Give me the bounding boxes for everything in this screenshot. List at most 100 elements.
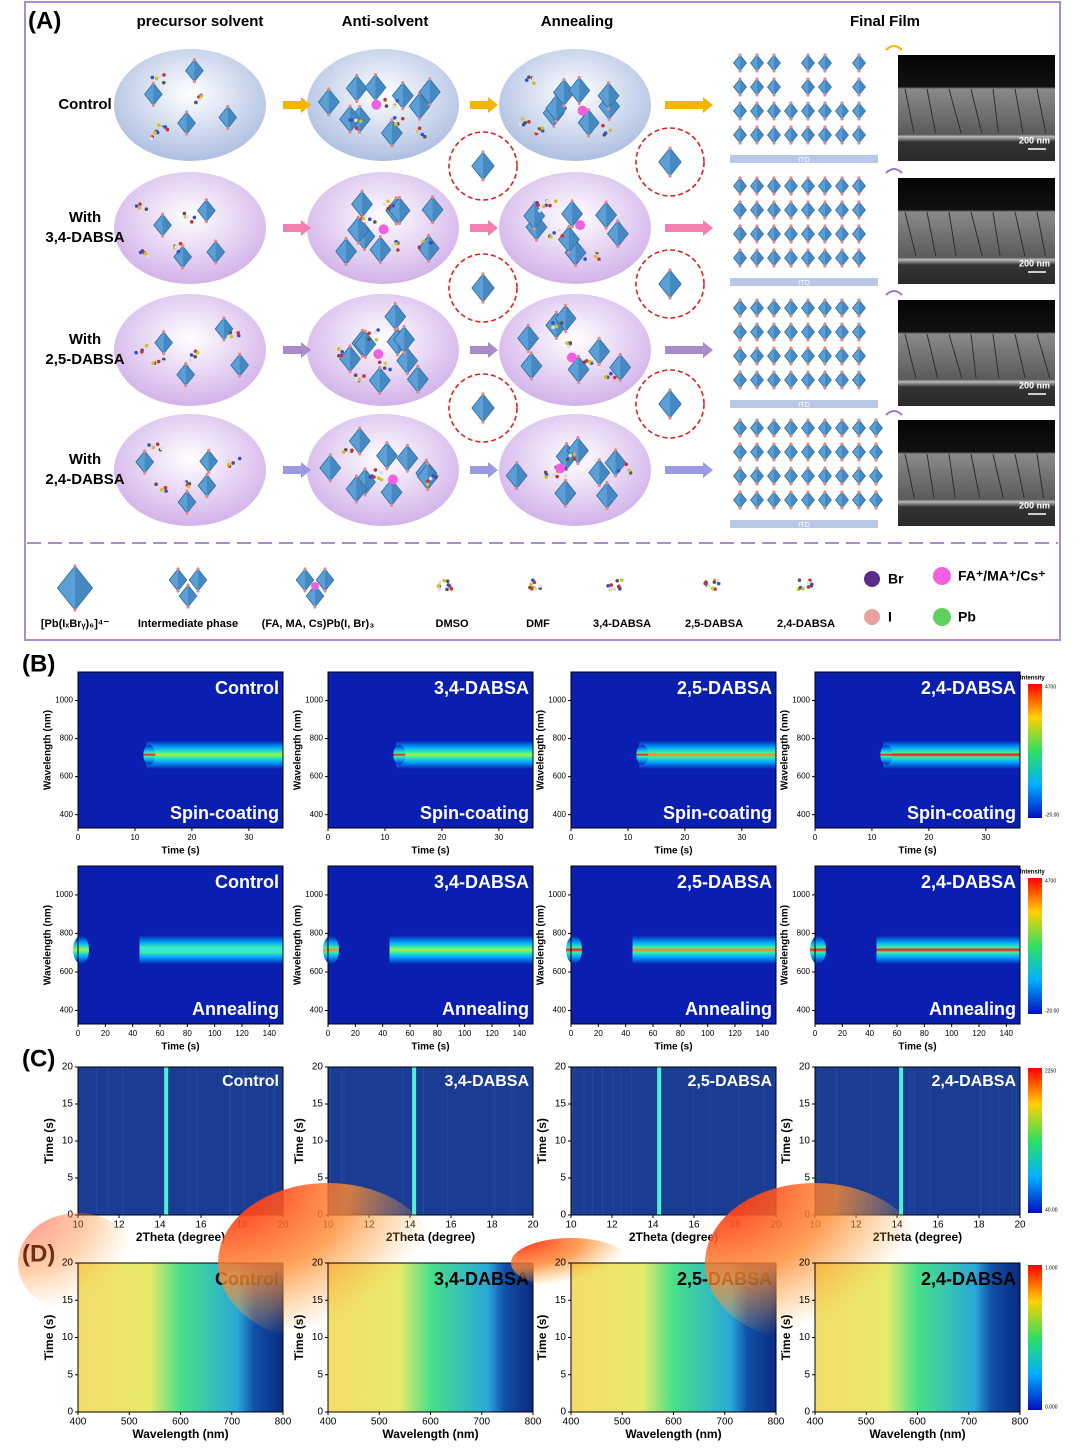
x-tick-label: 400 — [320, 1417, 337, 1428]
y-tick-label: 800 — [60, 929, 74, 938]
x-tick-label: 40 — [865, 1029, 874, 1038]
atom — [823, 346, 827, 350]
x-tick-label: 500 — [371, 1417, 388, 1428]
molecule-atom — [706, 584, 711, 588]
atom — [823, 77, 827, 81]
molecule-atom — [236, 331, 240, 335]
x-tick-label: 800 — [275, 1417, 292, 1428]
atom — [205, 473, 209, 477]
atom — [348, 130, 352, 134]
x-tick-label: 10 — [623, 833, 632, 842]
molecule-atom — [394, 122, 398, 126]
colorbar-title: Intensity — [1020, 870, 1045, 876]
atom — [806, 418, 810, 422]
octahedron-face — [395, 303, 406, 330]
atom — [772, 101, 776, 105]
scale-bar-label: 200 nm — [1019, 380, 1050, 390]
y-tick-label: 15 — [799, 1099, 811, 1110]
atom — [755, 248, 759, 252]
atom — [840, 482, 844, 486]
atom — [160, 212, 165, 216]
x-axis-label: Time (s) — [411, 846, 449, 857]
atom — [416, 390, 420, 394]
atom — [857, 224, 861, 228]
grain-boundary — [1014, 88, 1024, 134]
atom — [789, 240, 793, 244]
molecule-atom — [153, 130, 157, 135]
molecule-atom — [156, 359, 161, 364]
atom — [823, 248, 827, 252]
atom — [428, 103, 432, 107]
legend — [56, 564, 951, 626]
octahedron-face — [599, 338, 610, 365]
molecule-atom — [193, 354, 197, 359]
atom — [143, 449, 147, 453]
atom — [186, 583, 190, 587]
atom — [789, 490, 793, 494]
molecule-atom — [237, 456, 242, 461]
octahedron-face — [534, 202, 545, 229]
atom — [789, 346, 793, 350]
molecule-atom — [384, 104, 389, 108]
atom — [789, 370, 793, 374]
molecule-atom — [189, 220, 194, 224]
atom — [789, 506, 793, 510]
atom — [567, 250, 571, 255]
atom — [789, 466, 793, 470]
octahedron-face — [791, 348, 798, 364]
atom — [143, 471, 147, 475]
atom — [562, 77, 566, 82]
atom — [772, 442, 776, 446]
grain-boundary — [992, 88, 999, 134]
octahedron-face — [153, 83, 163, 106]
y-tick-label: 600 — [60, 967, 74, 976]
octahedron-face — [825, 103, 832, 119]
atom — [185, 511, 189, 515]
molecule-atom — [392, 105, 396, 109]
sample-title: 2,4-DABSA — [921, 1269, 1016, 1289]
process-arrow — [665, 342, 713, 358]
plot-frame — [327, 671, 534, 829]
atom — [606, 107, 611, 111]
atom — [328, 479, 332, 483]
atom — [303, 589, 307, 593]
atom — [755, 346, 759, 350]
atom — [554, 336, 558, 340]
initial-emission — [143, 744, 156, 765]
x-tick-label: 500 — [121, 1417, 138, 1428]
octahedron-face — [325, 569, 334, 591]
molecule-atom — [436, 584, 441, 588]
atom — [587, 108, 591, 112]
x-tick-label: 700 — [473, 1417, 490, 1428]
atom — [570, 225, 574, 229]
x-tick-label: 20 — [924, 833, 933, 842]
octahedron-face — [198, 569, 207, 591]
y-tick-label: 600 — [797, 967, 811, 976]
molecule-atom — [373, 468, 378, 472]
atom — [789, 224, 793, 228]
atom — [789, 442, 793, 446]
atom — [823, 362, 827, 366]
octahedron-face — [186, 112, 196, 135]
molecule-atom — [597, 257, 601, 261]
molecule-atom — [553, 199, 558, 204]
octahedron-face — [774, 372, 781, 388]
atom — [806, 298, 810, 302]
atom — [363, 493, 367, 497]
atom — [789, 386, 793, 390]
ito-substrate — [730, 400, 878, 408]
atom — [738, 141, 742, 145]
molecule-atom — [362, 374, 366, 378]
molecule-atom — [428, 240, 433, 245]
atom — [185, 489, 189, 493]
column-header: precursor solvent — [137, 13, 264, 30]
legend-cation — [933, 567, 951, 585]
molecule-atom — [151, 361, 155, 365]
grain-boundary — [1036, 453, 1044, 499]
atom — [755, 386, 759, 390]
atom — [789, 141, 793, 145]
molecule-atom — [400, 116, 405, 121]
atom — [840, 458, 844, 462]
x-tick-label: 20 — [838, 1029, 847, 1038]
atom — [772, 224, 776, 228]
